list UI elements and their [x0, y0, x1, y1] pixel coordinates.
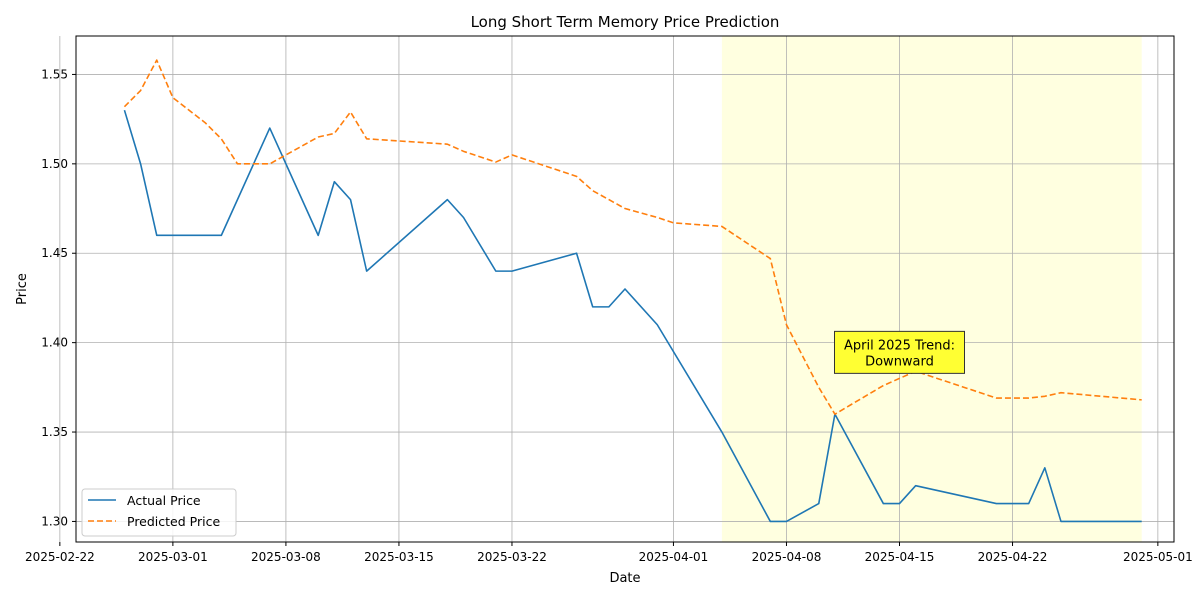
y-tick-label: 1.55: [41, 67, 68, 81]
y-tick-label: 1.40: [41, 336, 68, 350]
x-tick-label: 2025-03-01: [138, 550, 208, 564]
x-tick-label: 2025-04-15: [865, 550, 935, 564]
y-tick-label: 1.50: [41, 157, 68, 171]
annotation-box: [834, 330, 965, 374]
highlight-band: [721, 36, 1142, 542]
legend-label-actual: Actual Price: [127, 493, 201, 508]
x-tick-label: 2025-04-22: [978, 550, 1048, 564]
y-tick-label: 1.30: [41, 514, 68, 528]
y-axis-label: Price: [15, 273, 30, 305]
series-group: [123, 59, 1142, 523]
legend: Actual Price Predicted Price: [81, 488, 237, 537]
legend-box: [81, 488, 237, 537]
annotation-line-1: April 2025 Trend:: [844, 338, 955, 353]
legend-label-predicted: Predicted Price: [127, 514, 220, 529]
actual-price-line: [123, 109, 1142, 523]
y-tick-label: 1.35: [41, 425, 68, 439]
x-tick-label: 2025-03-15: [364, 550, 434, 564]
x-tick-label: 2025-05-01: [1123, 550, 1193, 564]
x-tick-label: 2025-02-22: [25, 550, 95, 564]
grid: [59, 36, 1174, 542]
y-tick-label: 1.45: [41, 246, 68, 260]
chart-title: Long Short Term Memory Price Prediction: [471, 13, 780, 31]
x-tick-label: 2025-04-01: [639, 550, 709, 564]
x-tick-label: 2025-03-22: [477, 550, 547, 564]
predicted-price-line: [123, 59, 1142, 415]
trend-annotation: April 2025 Trend: Downward: [834, 330, 965, 374]
axis-ticks: 2025-02-22 2025-03-01 2025-03-08 2025-03-15…: [25, 67, 1193, 564]
plot-frame: [75, 35, 1175, 543]
highlight-region: [721, 36, 1142, 542]
x-tick-label: 2025-04-08: [752, 550, 822, 564]
x-axis-label: Date: [609, 571, 640, 586]
annotation-line-2: Downward: [865, 354, 934, 369]
x-tick-label: 2025-03-08: [251, 550, 321, 564]
